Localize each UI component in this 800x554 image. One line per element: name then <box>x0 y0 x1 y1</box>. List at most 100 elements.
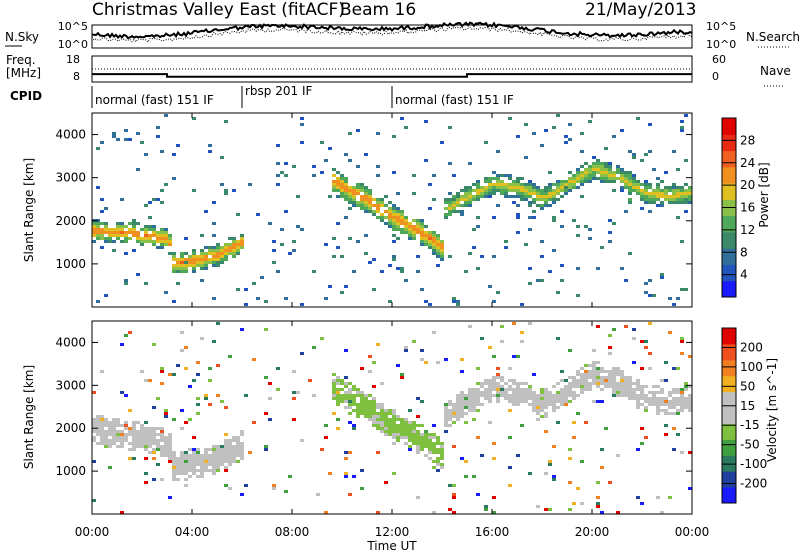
velocity-cell <box>156 397 160 400</box>
velocity-cell <box>544 397 548 400</box>
velocity-cell <box>572 379 576 382</box>
velocity-cell <box>172 457 176 460</box>
power-cell <box>240 234 244 237</box>
power-cell <box>160 246 164 249</box>
power-cell <box>336 189 340 192</box>
power-cell <box>492 177 496 180</box>
power-cell <box>652 294 656 297</box>
velocity-cell <box>540 388 544 391</box>
power-cell <box>212 255 216 258</box>
power-cell <box>540 192 544 195</box>
power-cell <box>392 240 396 243</box>
velocity-cell <box>508 466 512 469</box>
power-cell <box>576 174 580 177</box>
velocity-cell <box>632 391 636 394</box>
power-cell <box>128 231 132 234</box>
power-cell <box>520 186 524 189</box>
velocity-cell <box>124 439 128 442</box>
velocity-cell <box>152 442 156 445</box>
power-cell <box>636 183 640 186</box>
power-cell <box>644 153 648 156</box>
velocity-cell <box>540 403 544 406</box>
velocity-cell <box>396 427 400 430</box>
velocity-cell <box>596 367 600 370</box>
velocity-cell <box>392 433 396 436</box>
velocity-cell <box>628 388 632 391</box>
velocity-cell <box>128 409 132 412</box>
power-cell <box>340 189 344 192</box>
velocity-cell <box>296 391 300 394</box>
power-cell <box>428 231 432 234</box>
power-cell <box>580 171 584 174</box>
power-cell <box>660 201 664 204</box>
velocity-cell <box>568 457 572 460</box>
power-cell <box>120 231 124 234</box>
velocity-cell <box>444 358 448 361</box>
power-cell <box>208 258 212 261</box>
velocity-cell <box>488 394 492 397</box>
velocity-cell <box>452 484 456 487</box>
velocity-cell <box>416 439 420 442</box>
velocity-cell <box>608 334 612 337</box>
power-cell <box>648 294 652 297</box>
power-cell <box>444 207 448 210</box>
power-cell <box>192 267 196 270</box>
power-cell <box>364 204 368 207</box>
power-cell <box>684 114 688 117</box>
power-cell <box>364 252 368 255</box>
power-cell <box>480 186 484 189</box>
power-cell <box>604 147 608 150</box>
velocity-cell <box>620 382 624 385</box>
cpid-label: CPID <box>10 89 42 103</box>
velocity-cell <box>376 412 380 415</box>
velocity-cell <box>604 427 608 430</box>
velocity-cell <box>460 457 464 460</box>
velocity-cell <box>352 424 356 427</box>
velocity-cell <box>192 448 196 451</box>
power-cell <box>564 192 568 195</box>
velocity-cell <box>620 388 624 391</box>
velocity-cell <box>408 445 412 448</box>
velocity-cell <box>404 418 408 421</box>
power-cell <box>96 147 100 150</box>
power-cell <box>476 186 480 189</box>
velocity-cell <box>584 388 588 391</box>
velocity-cell <box>524 382 528 385</box>
power-cell <box>424 159 428 162</box>
velocity-cell <box>348 394 352 397</box>
power-cell <box>688 201 692 204</box>
velocity-cell <box>116 436 120 439</box>
power-cell <box>356 201 360 204</box>
y-tick-label: 4000 <box>55 335 86 349</box>
power-cell <box>464 189 468 192</box>
velocity-cell <box>212 454 216 457</box>
velocity-cell <box>292 391 296 394</box>
power-cell <box>220 252 224 255</box>
power-cell <box>216 249 220 252</box>
power-cell <box>528 186 532 189</box>
velocity-cell <box>668 403 672 406</box>
velocity-cell <box>556 397 560 400</box>
power-cell <box>492 255 496 258</box>
power-cell <box>512 201 516 204</box>
velocity-cell <box>588 382 592 385</box>
velocity-cell <box>184 460 188 463</box>
velocity-cell <box>552 409 556 412</box>
velocity-cell <box>572 397 576 400</box>
velocity-cell <box>612 373 616 376</box>
power-cell <box>588 120 592 123</box>
velocity-cell <box>360 487 364 490</box>
power-cell <box>180 261 184 264</box>
power-cell <box>684 192 688 195</box>
power-cell <box>368 261 372 264</box>
velocity-cell <box>136 436 140 439</box>
power-cell <box>332 183 336 186</box>
velocity-cell <box>116 439 120 442</box>
velocity-cell <box>368 409 372 412</box>
power-cell <box>596 177 600 180</box>
velocity-cell <box>472 394 476 397</box>
power-cell <box>624 180 628 183</box>
power-cell <box>240 240 244 243</box>
power-cell <box>488 189 492 192</box>
